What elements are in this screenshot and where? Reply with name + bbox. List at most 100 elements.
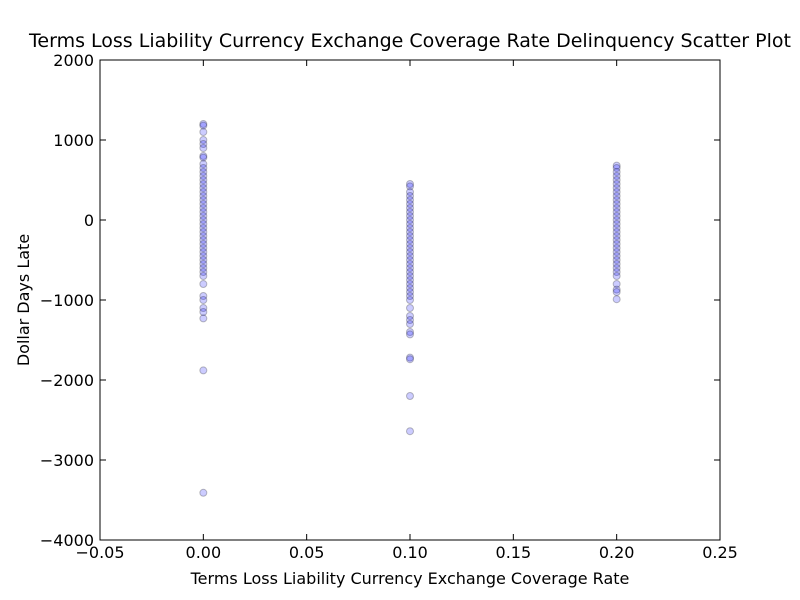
point (612, 236, 621, 244)
point (199, 152, 208, 160)
point (199, 366, 208, 375)
point (406, 240, 414, 248)
point (406, 392, 414, 400)
point (199, 128, 208, 136)
point (612, 280, 621, 288)
x-tick-label: 0.05 (289, 543, 325, 562)
point (199, 292, 208, 300)
y-tick-label: 2000 (53, 51, 94, 70)
point (406, 252, 414, 260)
point (199, 272, 208, 280)
point (406, 312, 414, 320)
point (406, 276, 414, 284)
point (199, 164, 208, 172)
point (406, 320, 414, 328)
y-tick-label: −1000 (40, 291, 94, 310)
x-axis-label: Terms Loss Liability Currency Exchange C… (190, 569, 630, 588)
point (612, 220, 621, 228)
point (612, 244, 621, 252)
point (199, 308, 208, 316)
point (199, 256, 208, 264)
point (612, 264, 621, 272)
point (199, 252, 208, 260)
point (406, 288, 414, 296)
point (199, 260, 208, 268)
point (199, 232, 208, 240)
point (199, 200, 208, 208)
point (199, 280, 208, 288)
point (199, 188, 208, 196)
point (612, 188, 621, 196)
point (406, 228, 414, 236)
point (199, 304, 208, 312)
point (612, 208, 621, 216)
x-tick-label: 0.25 (702, 543, 738, 562)
point (406, 260, 414, 268)
point (612, 252, 621, 260)
point (612, 216, 621, 224)
point (612, 224, 621, 232)
point (406, 296, 414, 304)
point (199, 228, 208, 236)
point (199, 196, 208, 204)
point (406, 244, 414, 252)
point (406, 248, 414, 256)
point (612, 295, 621, 304)
point (406, 196, 414, 204)
point (406, 268, 414, 276)
point (612, 285, 621, 294)
point (406, 212, 414, 220)
y-tick-label: 1000 (53, 131, 94, 150)
point (199, 121, 208, 130)
point (199, 212, 208, 220)
point (199, 184, 208, 192)
x-tick-label: 0.20 (599, 543, 635, 562)
point (612, 180, 621, 188)
point (406, 180, 414, 188)
point (406, 328, 414, 336)
point (612, 260, 621, 268)
point (199, 180, 208, 188)
point (406, 232, 414, 240)
point (199, 136, 208, 144)
point (199, 240, 208, 248)
point (199, 248, 208, 256)
point (406, 256, 414, 264)
point (199, 296, 208, 304)
point (199, 488, 208, 497)
point (612, 272, 621, 280)
point (199, 168, 208, 176)
point (199, 236, 208, 244)
point (199, 216, 208, 224)
point (406, 192, 414, 200)
point (199, 220, 208, 228)
point (406, 355, 414, 364)
point (406, 216, 414, 224)
point (406, 284, 414, 292)
point (612, 228, 621, 236)
chart-title: Terms Loss Liability Currency Exchange C… (28, 30, 791, 52)
point (199, 192, 208, 200)
point (199, 264, 208, 272)
point (199, 204, 208, 212)
point (612, 248, 621, 256)
point (406, 330, 414, 339)
point (406, 208, 414, 216)
y-axis-label: Dollar Days Late (14, 234, 33, 366)
point (406, 182, 414, 191)
point (406, 292, 414, 300)
point (406, 427, 414, 436)
point (406, 316, 414, 324)
point (199, 160, 208, 168)
point (612, 168, 621, 176)
point (199, 224, 208, 232)
point (406, 304, 414, 312)
point (199, 208, 208, 216)
point (406, 236, 414, 244)
point (406, 204, 414, 212)
point (199, 172, 208, 180)
point (612, 200, 621, 208)
point (406, 220, 414, 228)
point (406, 280, 414, 288)
